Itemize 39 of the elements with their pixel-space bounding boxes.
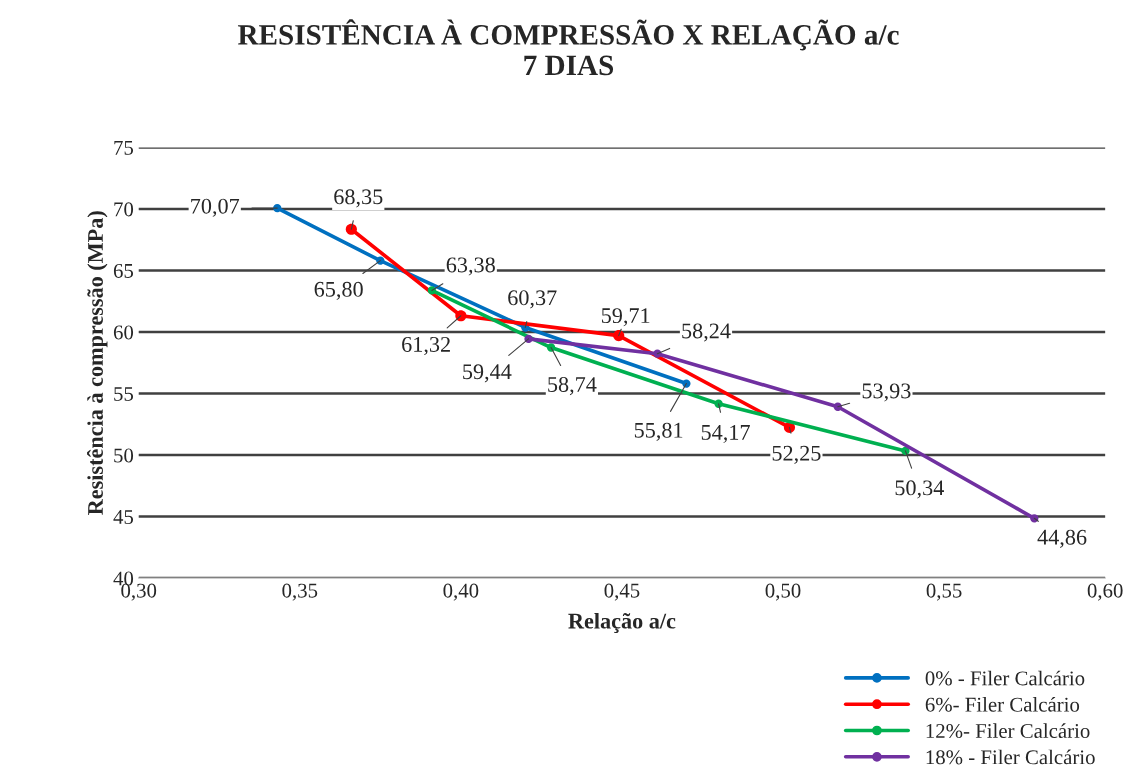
data-label: 59,44: [463, 364, 512, 383]
x-tick-label: 0,45: [604, 583, 640, 601]
x-tick-label: 0,50: [765, 583, 801, 601]
data-label: 55,81: [634, 422, 683, 441]
data-label: 61,32: [402, 336, 450, 356]
point: [455, 310, 467, 322]
y-tick-label: 45: [113, 510, 134, 525]
point: [613, 330, 625, 342]
y-tick-label: 60: [113, 325, 134, 340]
data-label: 54,17: [701, 424, 750, 444]
legend-label: 6%- Filer Calcário: [925, 697, 1080, 712]
x-tick-label: 0,40: [443, 583, 479, 601]
chart-title: RESISTÊNCIA À COMPRESSÃO X RELAÇÃO a/c 7 DIAS: [237, 19, 899, 76]
data-label: 59,71: [601, 308, 650, 327]
data-label: 53,93: [862, 383, 911, 402]
data-label: 50,34: [895, 480, 944, 499]
point: [345, 223, 357, 235]
y-tick-label: 70: [114, 202, 134, 217]
y-tick-label: 65: [113, 263, 134, 278]
legend-label: 18% - Filer Calcário: [926, 749, 1095, 765]
data-label: 68,35: [334, 189, 383, 208]
y-axis-title: Resistência à compressão (MPa): [87, 211, 108, 515]
data-label: 58,24: [682, 323, 731, 342]
data-label: 60,37: [508, 290, 557, 309]
data-label: 52,25: [772, 445, 821, 464]
legend-label: 0% - Filer Calcário: [925, 670, 1085, 686]
x-tick-label: 0,55: [926, 583, 962, 601]
data-label: 44,86: [1037, 529, 1087, 548]
legend-label: 12%- Filer Calcário: [926, 723, 1090, 739]
y-tick-label: 75: [114, 141, 134, 155]
data-label: 65,80: [314, 281, 363, 300]
data-label: 70,07: [191, 198, 240, 217]
y-tick-label: 50: [114, 448, 134, 463]
data-label: 58,74: [548, 376, 597, 396]
data-label: 63,38: [446, 257, 495, 276]
y-tick-label: 55: [114, 387, 134, 401]
x-tick-label: 0,35: [282, 583, 318, 601]
x-tick-label: 0,60: [1087, 583, 1123, 601]
x-axis-title: Relação a/c: [568, 612, 676, 633]
